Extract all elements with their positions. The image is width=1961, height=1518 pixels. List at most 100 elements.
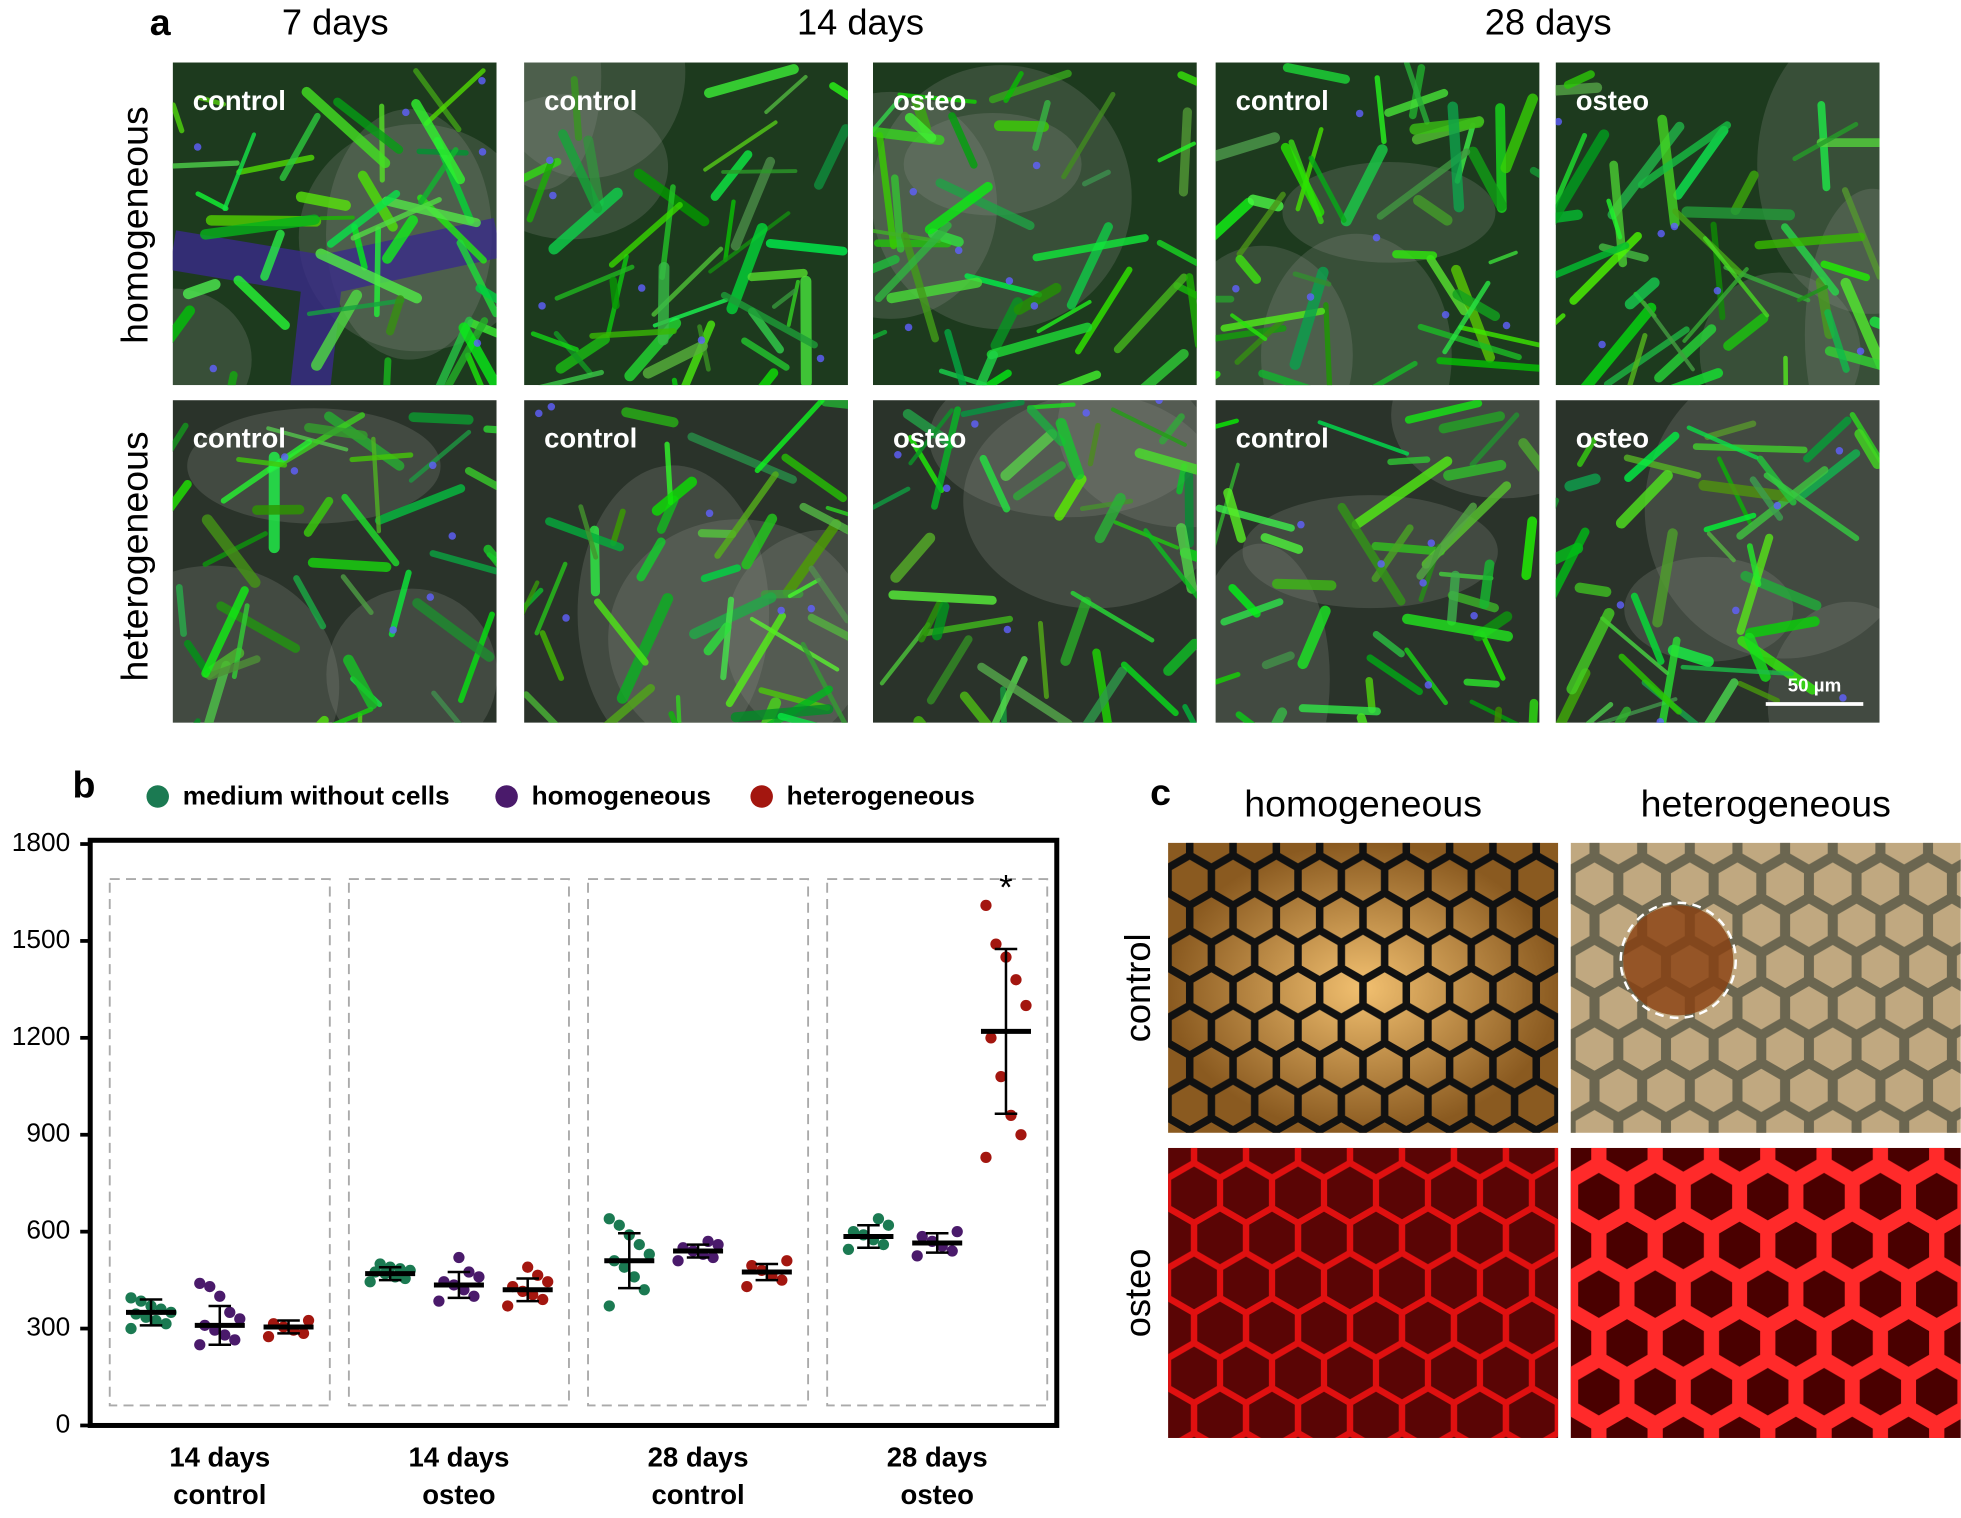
cell [1624, 431, 1680, 483]
nucleus [954, 246, 963, 255]
cell [1340, 144, 1388, 227]
cell [616, 593, 674, 704]
cell [1703, 512, 1757, 533]
cell [1438, 571, 1494, 581]
micrograph [1168, 842, 1559, 1133]
nucleus [429, 461, 437, 470]
data-point [980, 899, 992, 912]
cell [1555, 133, 1588, 210]
cell [1670, 368, 1724, 386]
cell [1781, 223, 1840, 296]
honeycomb [1570, 842, 1961, 1133]
cell [1796, 284, 1829, 303]
cell [1555, 542, 1584, 565]
nucleus [402, 108, 410, 117]
x-tick-label: osteo [901, 1479, 974, 1510]
cell [464, 467, 497, 491]
cell [1215, 671, 1241, 685]
cell [730, 156, 776, 251]
y-tick-label: 300 [26, 1312, 70, 1342]
nucleus [1713, 287, 1722, 295]
data-point [781, 1255, 793, 1267]
cell [1185, 273, 1197, 349]
data-point [911, 1250, 923, 1262]
data-point [712, 1238, 724, 1251]
cell [1289, 266, 1329, 370]
cell [726, 223, 768, 315]
data-point [542, 1276, 554, 1288]
micrograph: osteo [1555, 400, 1880, 723]
cell [1600, 616, 1670, 675]
x-tick-label: 28 days [648, 1441, 749, 1472]
cell [1234, 317, 1285, 365]
cell [1736, 466, 1829, 540]
cell [1298, 704, 1381, 716]
cell [1356, 713, 1368, 723]
nucleus [807, 604, 816, 613]
data-point [194, 1339, 206, 1351]
image-label: control [544, 422, 637, 453]
nucleus [562, 614, 570, 622]
x-tick-label: control [173, 1479, 266, 1510]
cell [723, 199, 736, 263]
cell [594, 598, 649, 666]
cell [260, 229, 285, 281]
cell [1564, 473, 1601, 492]
micrograph [1168, 1147, 1559, 1438]
cell [524, 691, 559, 723]
cell [1026, 405, 1066, 447]
legend-marker [495, 785, 518, 808]
cell [172, 422, 189, 452]
data-point [219, 1329, 231, 1341]
nucleus [1232, 284, 1240, 293]
cell [349, 452, 414, 463]
cell [1372, 630, 1405, 658]
cell [782, 518, 842, 598]
nucleus [637, 284, 646, 292]
cell [357, 170, 398, 232]
cell [1012, 461, 1066, 501]
image-label: control [1236, 422, 1329, 453]
nucleus [1082, 409, 1090, 417]
data-point [628, 1271, 640, 1283]
nucleus [473, 339, 482, 347]
row-header: control [1117, 933, 1158, 1042]
data-point [633, 1238, 645, 1251]
scale-bar-label: 50 µm [1788, 674, 1842, 695]
cell [657, 261, 670, 346]
cell [1723, 313, 1769, 351]
cell [1426, 255, 1469, 316]
cell [1308, 155, 1347, 223]
cell [651, 476, 698, 516]
cell [1094, 492, 1126, 544]
cell [1442, 280, 1491, 355]
cell [1488, 250, 1518, 265]
cell [1297, 605, 1331, 670]
cell [944, 328, 967, 386]
data-point [882, 1219, 895, 1231]
cell [1280, 142, 1325, 217]
cell [1580, 302, 1657, 386]
nucleus [209, 364, 218, 373]
cell [1140, 348, 1189, 386]
data-point [297, 1327, 310, 1340]
cell [1654, 324, 1717, 383]
cell [1403, 62, 1430, 125]
cell [1404, 647, 1448, 706]
data-point [916, 1230, 928, 1243]
cell [808, 565, 848, 624]
cell [315, 248, 423, 304]
cell [458, 322, 497, 386]
cell [1337, 502, 1406, 606]
data-point [1010, 974, 1022, 986]
cell [642, 340, 708, 379]
cell [1261, 651, 1295, 670]
nucleus [697, 336, 706, 344]
nucleus [1030, 302, 1039, 310]
nucleus [546, 156, 554, 165]
cell [524, 587, 544, 612]
cell [988, 69, 1072, 104]
cell [1271, 578, 1337, 591]
cell [876, 131, 898, 250]
nucleus [1441, 311, 1450, 319]
